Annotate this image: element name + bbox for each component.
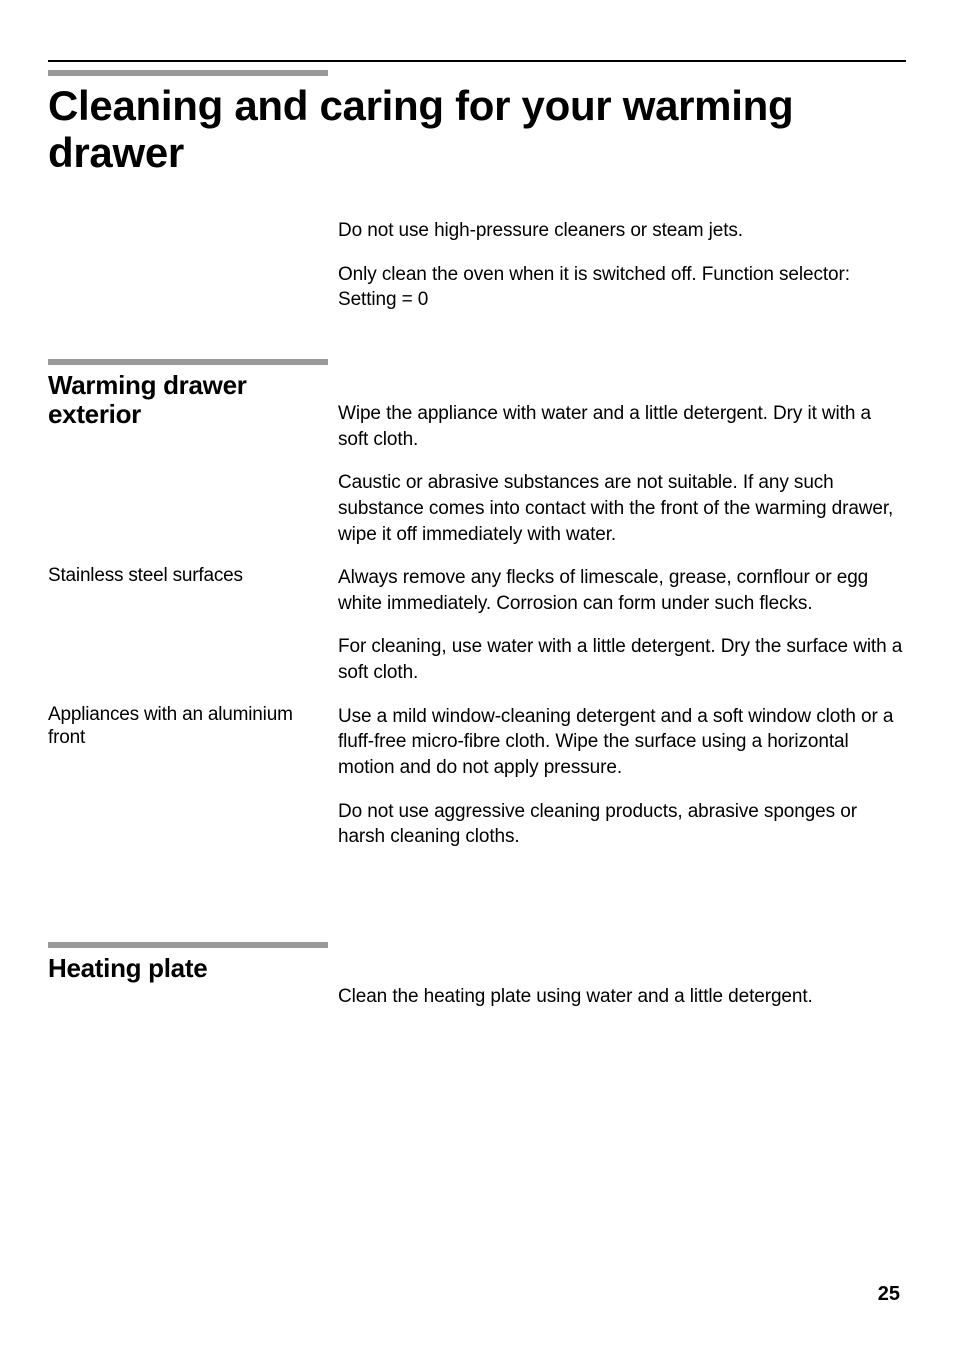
top-rule: [48, 60, 906, 62]
section-row-stainless: Stainless steel surfaces Always remove a…: [48, 565, 906, 686]
manual-page: Cleaning and caring for your warming dra…: [0, 0, 954, 1352]
intro-p1: Do not use high-pressure cleaners or ste…: [338, 218, 906, 244]
section-row-aluminium: Appliances with an aluminium front Use a…: [48, 704, 906, 850]
accent-bar: [48, 70, 328, 76]
intro-p2: Only clean the oven when it is switched …: [338, 262, 906, 313]
heating-p1: Clean the heating plate using water and …: [338, 984, 906, 1010]
page-title: Cleaning and caring for your warming dra…: [48, 82, 906, 176]
section-row-exterior: Warming drawer exterior Wipe the applian…: [48, 371, 906, 547]
section-heading-heating: Heating plate: [48, 954, 328, 983]
accent-bar: [48, 942, 328, 948]
page-number: 25: [878, 1283, 900, 1306]
intro-row: Do not use high-pressure cleaners or ste…: [48, 218, 906, 313]
subheading-aluminium: Appliances with an aluminium front: [48, 704, 328, 750]
intro-right: Do not use high-pressure cleaners or ste…: [338, 218, 906, 313]
stainless-p2: For cleaning, use water with a little de…: [338, 634, 906, 685]
section-heading-exterior: Warming drawer exterior: [48, 371, 328, 429]
aluminium-p2: Do not use aggressive cleaning products,…: [338, 799, 906, 850]
aluminium-p1: Use a mild window-cleaning detergent and…: [338, 704, 906, 781]
accent-bar: [48, 359, 328, 365]
subheading-stainless: Stainless steel surfaces: [48, 565, 328, 588]
stainless-p1: Always remove any flecks of limescale, g…: [338, 565, 906, 616]
exterior-p2: Caustic or abrasive substances are not s…: [338, 470, 906, 547]
exterior-p1: Wipe the appliance with water and a litt…: [338, 401, 906, 452]
section-row-heating: Heating plate Clean the heating plate us…: [48, 954, 906, 1010]
